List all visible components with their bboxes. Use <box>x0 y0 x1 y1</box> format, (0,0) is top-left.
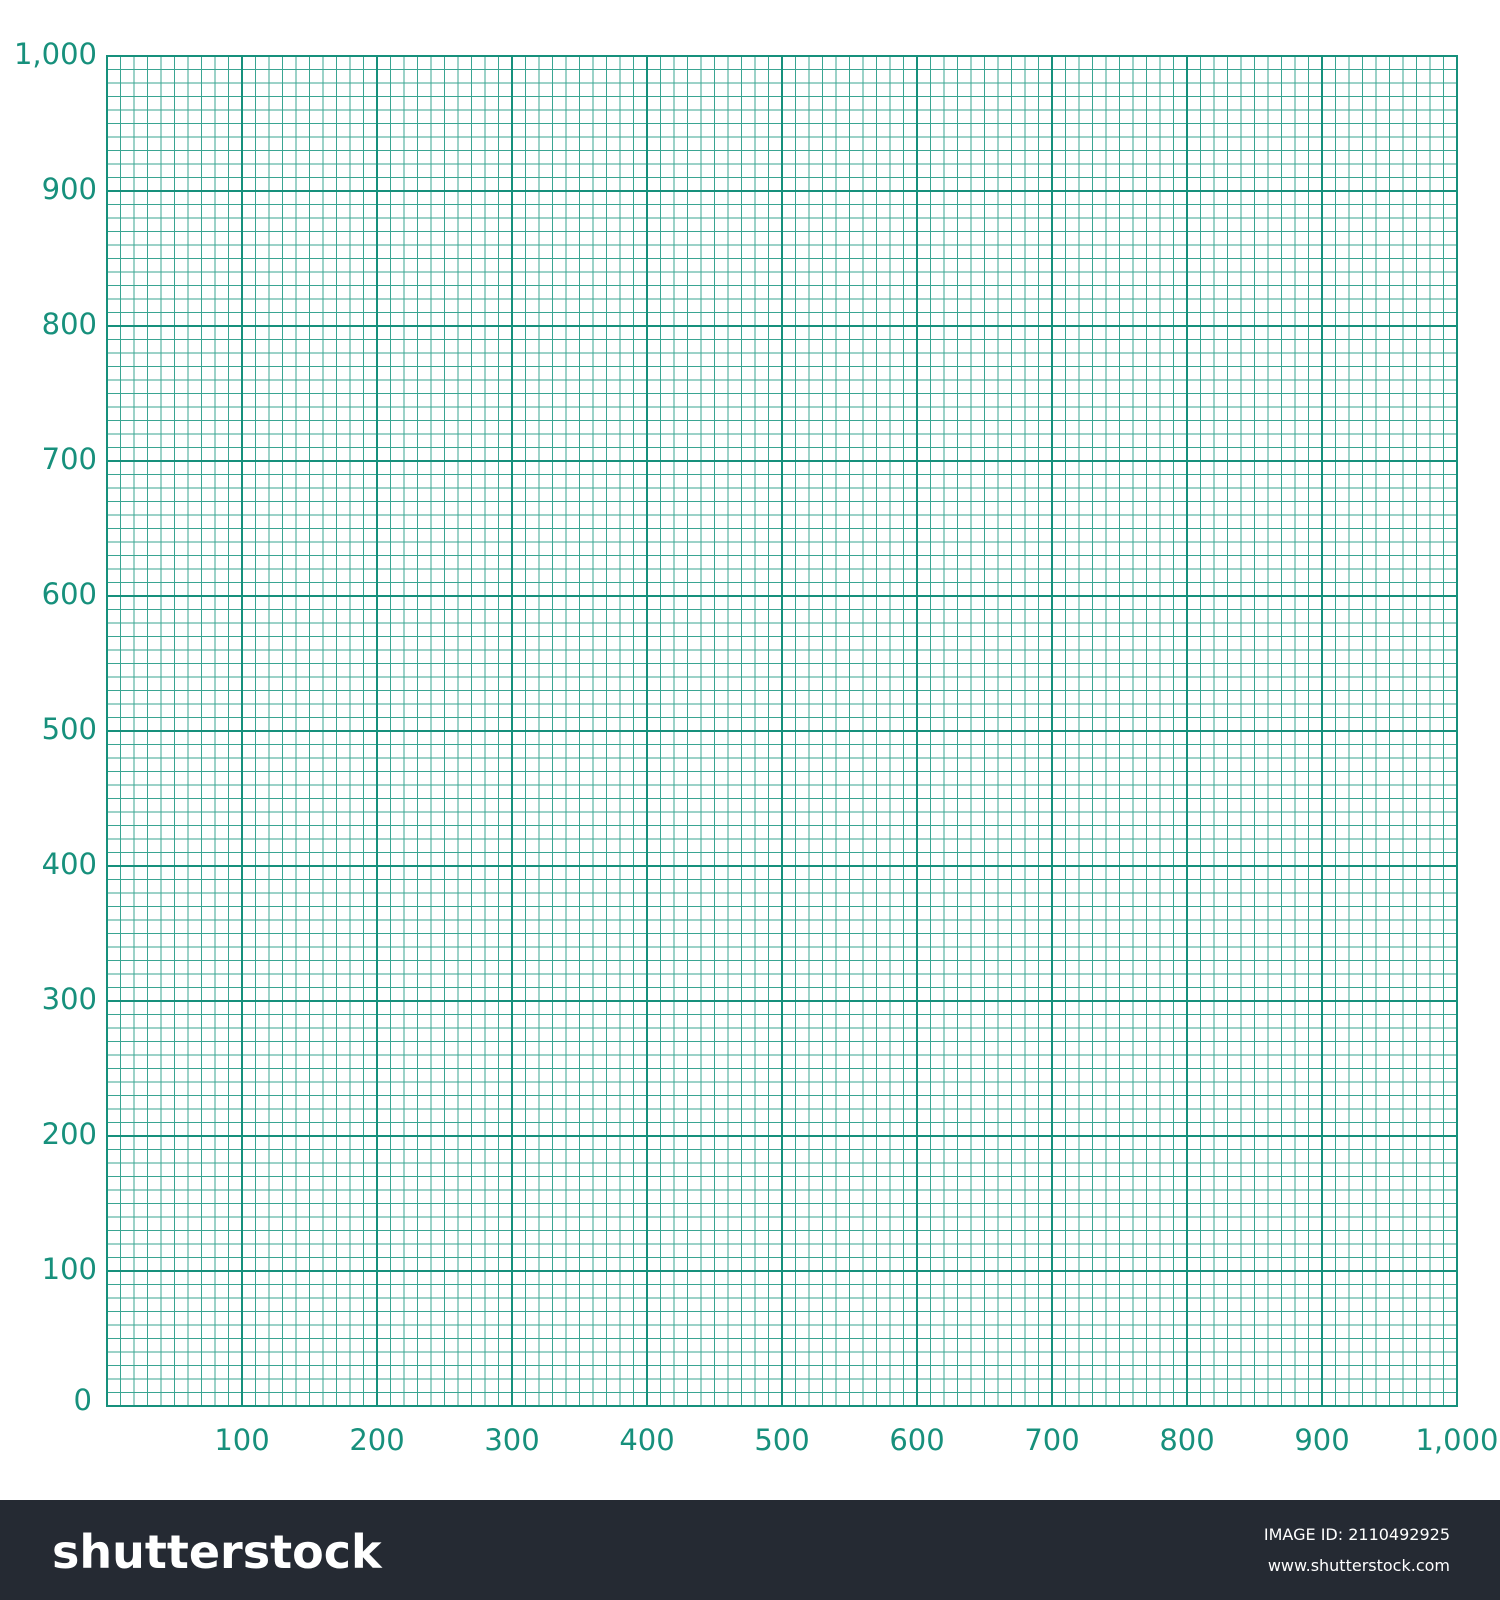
x-tick-label: 500 <box>754 1423 809 1457</box>
plot: 100 200 300 400 500 600 700 800 900 1,000 0 100 200 3… <box>14 37 1499 1457</box>
x-tick-label: 1,000 <box>1415 1423 1498 1457</box>
x-tick-label: 200 <box>349 1423 404 1457</box>
url: www.shutterstock.com <box>1268 1556 1450 1575</box>
plot-frame <box>106 55 1458 1407</box>
brand: shutterstock <box>52 1525 383 1579</box>
image-id: IMAGE ID: 2110492925 <box>1264 1525 1450 1544</box>
y-tick-label: 1,000 <box>14 37 97 71</box>
y-tick-label: 300 <box>42 982 97 1016</box>
paper <box>0 0 1500 1500</box>
x-tick-label: 900 <box>1294 1423 1349 1457</box>
y-tick-label: 400 <box>42 847 97 881</box>
y-tick-label: 500 <box>42 712 97 746</box>
y-tick-label: 700 <box>42 442 97 476</box>
x-tick-label: 100 <box>214 1423 269 1457</box>
x-tick-label: 400 <box>619 1423 674 1457</box>
y-tick-label: 100 <box>42 1252 97 1286</box>
y-tick-label: 0 <box>74 1383 92 1417</box>
footer-bar <box>0 1500 1500 1600</box>
y-tick-label: 600 <box>42 577 97 611</box>
x-tick-label: 300 <box>484 1423 539 1457</box>
y-tick-label: 200 <box>42 1117 97 1151</box>
y-tick-label: 800 <box>42 307 97 341</box>
x-tick-label: 600 <box>889 1423 944 1457</box>
y-tick-label: 900 <box>42 172 97 206</box>
x-tick-label: 700 <box>1024 1423 1079 1457</box>
x-tick-label: 800 <box>1159 1423 1214 1457</box>
